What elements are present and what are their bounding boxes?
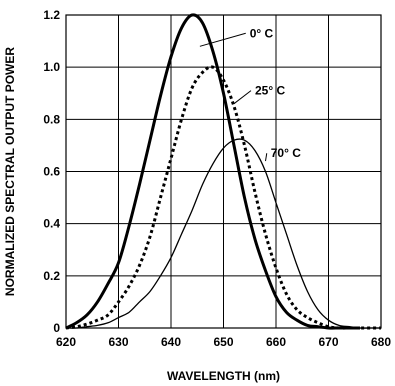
plot-frame xyxy=(65,14,382,329)
annotation-leader-line xyxy=(233,90,252,105)
x-tick-label: 670 xyxy=(318,335,338,349)
x-tick-label: 630 xyxy=(108,335,128,349)
series-label: 25° C xyxy=(255,84,285,98)
y-tick-label: 0.4 xyxy=(43,217,60,231)
y-tick-label: 0.6 xyxy=(43,165,60,179)
series-line-1 xyxy=(65,65,381,330)
x-tick-label: 650 xyxy=(213,335,233,349)
y-tick-labels: 0 0.2 0.4 0.6 0.8 1.0 1.2 xyxy=(43,8,60,335)
y-tick-label: 0 xyxy=(53,321,60,335)
annotation-leader-line xyxy=(199,32,246,47)
series-label: 0° C xyxy=(250,26,274,40)
x-axis-title: WAVELENGTH (nm) xyxy=(167,369,280,383)
annotation-leader-line xyxy=(265,153,268,162)
annotations: 0° C 25° C 70° C xyxy=(199,26,301,162)
series-line-2 xyxy=(65,138,381,329)
x-tick-label: 640 xyxy=(161,335,181,349)
y-tick-label: 0.8 xyxy=(43,112,60,126)
x-tick-labels: 620 630 640 650 660 670 680 xyxy=(56,335,391,349)
series-label: 70° C xyxy=(271,146,301,160)
y-axis-title: NORMALIZED SPECTRAL OUTPUT POWER xyxy=(3,47,17,296)
y-tick-label: 0.2 xyxy=(43,269,60,283)
x-tick-label: 620 xyxy=(56,335,76,349)
y-tick-label: 1.0 xyxy=(43,60,60,74)
x-tick-label: 680 xyxy=(371,335,391,349)
series-lines xyxy=(65,13,381,330)
x-tick-label: 660 xyxy=(266,335,286,349)
grid xyxy=(65,14,382,329)
y-tick-label: 1.2 xyxy=(43,8,60,22)
series-line-0 xyxy=(65,13,360,330)
